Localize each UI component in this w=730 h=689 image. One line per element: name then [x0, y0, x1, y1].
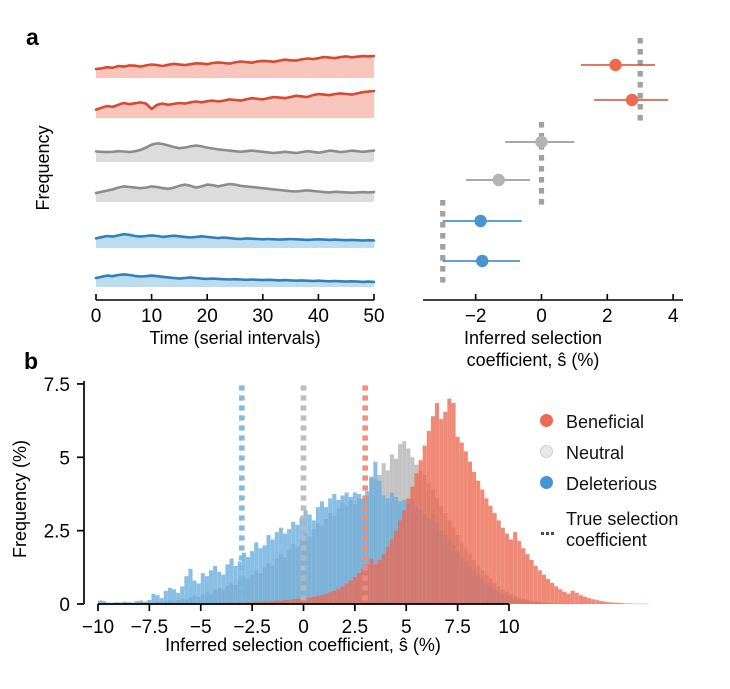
panel-b-axes [77, 381, 510, 611]
legend-item-beneficial[interactable]: Beneficial [540, 412, 720, 436]
panel-b-xlabel: Inferred selection coefficient, ŝ (%) [165, 635, 441, 655]
estimate-point [625, 93, 639, 107]
panel-a: 0 10 20 30 40 50 −2 0 2 4 Frequency Time (serial… [33, 38, 683, 348]
histogram-series-beneficial [200, 398, 649, 605]
panel-a-right-axis [423, 294, 683, 301]
panel-a-left-axis [95, 294, 375, 301]
panel-b-xtick: −5 [190, 617, 212, 638]
panel-b-ylabel: Frequency (%) [10, 440, 30, 558]
legend-label-true-coefficient: True selection coefficient [566, 509, 679, 550]
panel-b-xtick: 5 [401, 617, 412, 638]
panel-a-left-tick-labels: 0 10 20 30 40 50 [91, 306, 385, 327]
beneficial-dot-icon [540, 412, 566, 427]
panel-a-right-xlabel-line2-wrap: coefficient, ŝ (%) [467, 350, 600, 370]
panel-a-right-xtick: 2 [602, 306, 613, 327]
inferred-coefficient-marks [440, 38, 669, 283]
trajectory-traces [94, 54, 376, 287]
legend-label-neutral: Neutral [566, 443, 625, 463]
panel-a-ylabel: Frequency [33, 125, 53, 210]
panel-b-label: b [24, 348, 39, 374]
panel-a-right-xtick: 4 [668, 306, 679, 327]
estimate-point [492, 173, 505, 187]
panel-b-xtick: 10 [498, 617, 519, 638]
estimate-point [476, 254, 489, 268]
panel-b-xtick: 2.5 [342, 617, 368, 638]
legend-label-beneficial: Beneficial [566, 412, 645, 432]
true-coefficient-lines [239, 385, 368, 601]
histogram-bars [98, 398, 649, 605]
panel-a-right-tick-labels: −2 0 2 4 [465, 306, 679, 327]
panel-b: −10 −7.5 −5 −2.5 0 2.5 5 7.5 10 0 2.5 5 7.5 Frequenc… [10, 375, 649, 655]
panel-a-right-xlabel-line2: coefficient, ŝ (%) [467, 350, 600, 370]
legend: Beneficial Neutral Deleterious True sele… [540, 412, 720, 558]
panel-a-right-xtick: 0 [536, 306, 547, 327]
legend-label-deleterious: Deleterious [566, 474, 658, 494]
panel-a-left-xtick: 20 [197, 306, 218, 327]
panel-b-xtick: 7.5 [444, 617, 470, 638]
legend-item-true-coefficient[interactable]: True selection coefficient [540, 509, 720, 551]
panel-b-tick-labels: −10 −7.5 −5 −2.5 0 2.5 5 7.5 10 0 2.5 5 7.5 [44, 375, 520, 638]
panel-b-ytick: 2.5 [44, 522, 70, 543]
panel-b-ytick: 0 [59, 595, 70, 616]
panel-b-xtick: −7.5 [131, 617, 169, 638]
panel-a-right-xtick: −2 [465, 306, 487, 327]
estimate-point [474, 214, 487, 228]
panel-a-left-xtick: 50 [363, 306, 384, 327]
panel-a-right-xlabel-line1: Inferred selection [464, 328, 602, 348]
true-coefficient-vline [300, 385, 307, 601]
legend-item-deleterious[interactable]: Deleterious [540, 474, 720, 498]
neutral-dot-icon [540, 443, 566, 458]
panel-a-left-xtick: 30 [252, 306, 273, 327]
panel-a-left-xtick: 0 [91, 306, 102, 327]
panel-a-label: a [26, 24, 39, 50]
panel-b-xtick: 0 [298, 617, 309, 638]
panel-b-ytick: 5 [59, 448, 70, 469]
true-coefficient-vline [362, 385, 368, 601]
legend-item-neutral[interactable]: Neutral [540, 443, 720, 467]
estimate-point [535, 135, 548, 149]
deleterious-dot-icon [540, 474, 566, 489]
panel-a-left-xtick: 10 [141, 306, 162, 327]
panel-a-left-xtick: 40 [308, 306, 329, 327]
panel-a-left-xlabel: Time (serial intervals) [149, 328, 320, 348]
panel-b-xtick: −10 [82, 617, 114, 638]
true-coefficient-vline [239, 385, 245, 601]
estimate-point [609, 58, 622, 72]
panel-b-ytick: 7.5 [44, 375, 70, 396]
panel-b-xtick: −2.5 [233, 617, 271, 638]
dotted-line-icon [540, 509, 566, 539]
